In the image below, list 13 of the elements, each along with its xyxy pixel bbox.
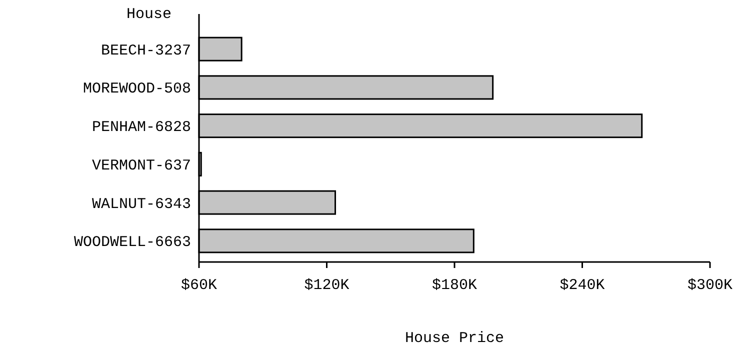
y-tick-label: BEECH-3237 (100, 42, 191, 60)
y-tick-label: VERMONT-637 (92, 157, 191, 174)
x-axis-title: House Price (404, 330, 504, 347)
x-tick-label: $240K (560, 277, 605, 294)
y-axis-title: House (126, 6, 172, 23)
x-tick-label: $300K (687, 277, 733, 294)
y-tick-label: PENHAM-6828 (92, 119, 191, 136)
x-tick-label: $180K (432, 277, 478, 294)
y-tick-label: WALNUT-6343 (92, 196, 191, 213)
x-tick-label: $60K (180, 277, 218, 294)
y-tick-label: WOODWELL-6663 (74, 234, 191, 252)
y-tick-label: MOREWOOD-508 (82, 80, 191, 98)
x-tick-label: $120K (304, 277, 350, 294)
